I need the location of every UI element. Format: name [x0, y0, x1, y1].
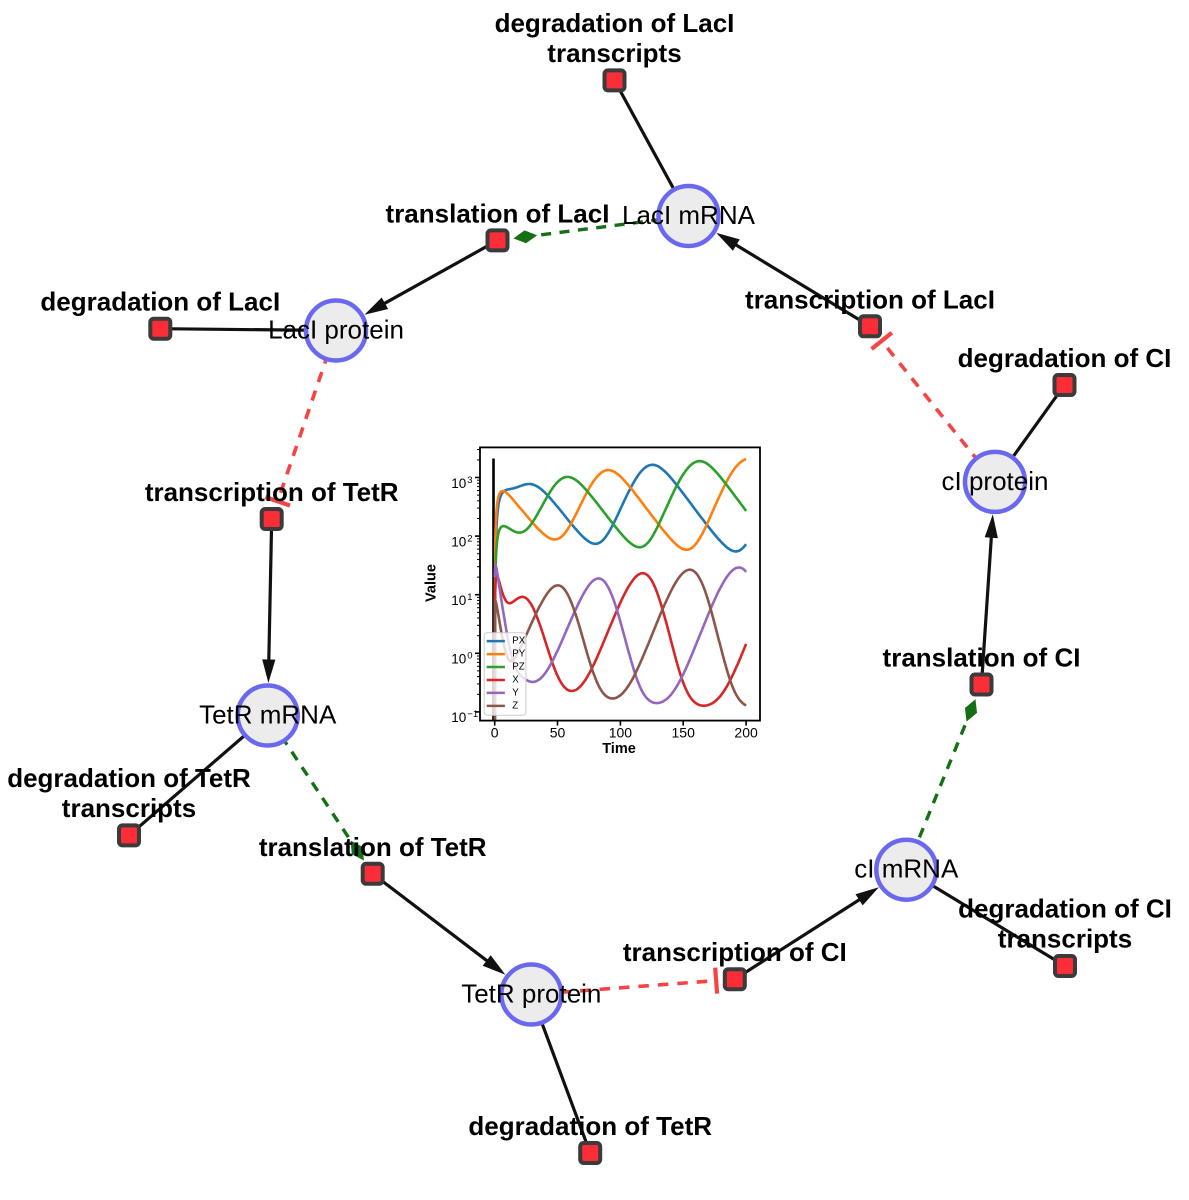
svg-text:LacI mRNA: LacI mRNA — [622, 200, 756, 230]
svg-text:PY: PY — [512, 649, 525, 660]
svg-text:0: 0 — [467, 651, 472, 662]
svg-text:200: 200 — [734, 725, 758, 741]
svg-text:Z: Z — [512, 701, 518, 712]
svg-text:50: 50 — [550, 725, 566, 741]
svg-text:0: 0 — [491, 725, 499, 741]
svg-text:transcripts: transcripts — [998, 923, 1132, 953]
svg-text:100: 100 — [609, 725, 633, 741]
svg-text:translation of TetR: translation of TetR — [259, 832, 487, 862]
svg-text:150: 150 — [672, 725, 696, 741]
svg-text:PZ: PZ — [512, 662, 524, 673]
svg-text:−1: −1 — [467, 709, 478, 720]
svg-text:transcripts: transcripts — [62, 793, 196, 823]
svg-text:TetR mRNA: TetR mRNA — [199, 700, 337, 730]
svg-text:transcription of TetR: transcription of TetR — [145, 477, 399, 507]
svg-text:translation of CI: translation of CI — [883, 643, 1081, 673]
svg-text:cI protein: cI protein — [942, 466, 1049, 496]
svg-text:degradation of TetR: degradation of TetR — [7, 763, 251, 793]
svg-text:2: 2 — [467, 533, 472, 544]
svg-text:degradation of TetR: degradation of TetR — [468, 1111, 712, 1141]
svg-text:TetR protein: TetR protein — [461, 979, 601, 1009]
svg-text:10: 10 — [451, 593, 466, 608]
svg-text:10: 10 — [451, 652, 466, 667]
svg-text:10: 10 — [451, 534, 466, 549]
svg-text:translation of LacI: translation of LacI — [386, 198, 610, 228]
svg-text:PX: PX — [512, 636, 525, 647]
svg-text:X: X — [512, 675, 519, 686]
svg-text:1: 1 — [467, 592, 472, 603]
svg-text:Value: Value — [424, 564, 440, 602]
svg-text:LacI protein: LacI protein — [268, 315, 404, 345]
svg-text:transcripts: transcripts — [547, 38, 681, 68]
svg-text:degradation of CI: degradation of CI — [958, 343, 1172, 373]
svg-text:3: 3 — [467, 475, 472, 486]
svg-text:10: 10 — [451, 476, 466, 491]
svg-text:cI mRNA: cI mRNA — [854, 854, 959, 884]
svg-text:Y: Y — [512, 688, 519, 699]
svg-text:Time: Time — [602, 741, 636, 757]
svg-text:10: 10 — [451, 710, 466, 725]
svg-text:degradation of LacI: degradation of LacI — [40, 287, 280, 317]
svg-text:transcription of LacI: transcription of LacI — [745, 284, 995, 314]
svg-text:degradation of LacI: degradation of LacI — [495, 8, 735, 38]
svg-text:transcription of CI: transcription of CI — [623, 937, 847, 967]
svg-text:degradation of CI: degradation of CI — [958, 893, 1172, 923]
